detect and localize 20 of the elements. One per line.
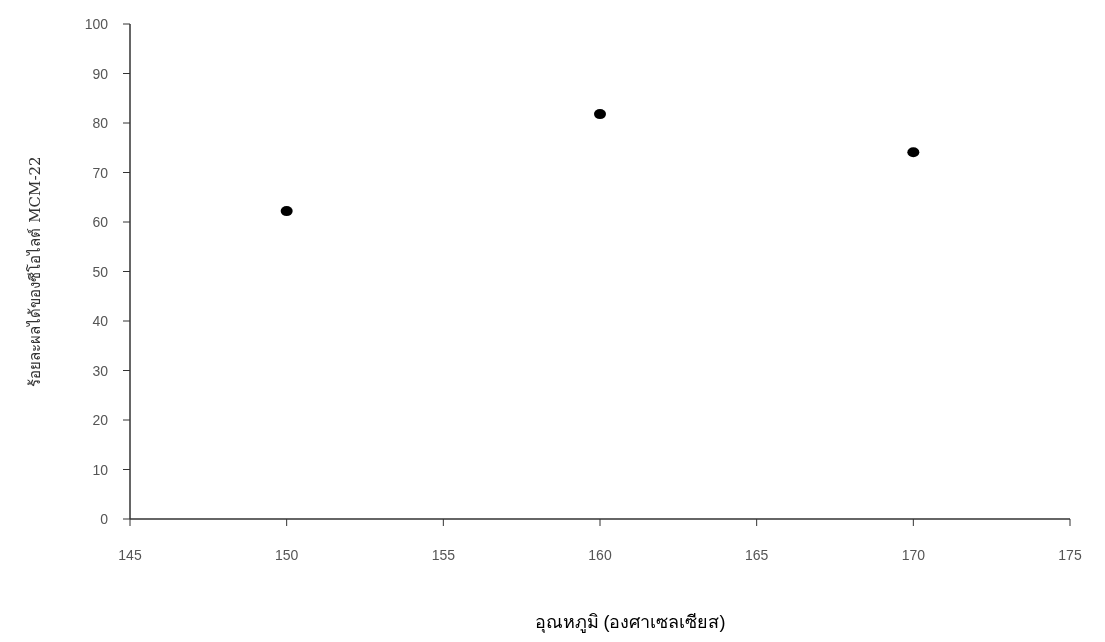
x-tick-label: 160 (588, 547, 612, 563)
x-tick-label: 175 (1058, 547, 1082, 563)
x-tick-label: 165 (744, 547, 769, 563)
y-tick-label: 40 (92, 313, 109, 329)
y-tick-label: 10 (92, 461, 109, 478)
y-axis-title: ร้อยละผลได้ของซีโอไลต์ MCM-22 (26, 156, 44, 387)
y-tick-label: 60 (92, 214, 109, 230)
y-tick-label: 70 (92, 164, 109, 181)
y-tick-label: 20 (92, 412, 109, 428)
y-tick-label: 50 (92, 263, 109, 280)
x-tick-label: 155 (431, 547, 456, 563)
y-tick-label: 100 (84, 16, 109, 32)
x-tick-label: 150 (274, 547, 299, 563)
y-tick-label: 0 (100, 511, 109, 527)
x-axis-title: อุณหภูมิ (องศาเซลเซียส) (534, 612, 726, 633)
y-tick-label: 80 (92, 115, 109, 131)
y-tick-label: 90 (92, 65, 109, 82)
x-tick-label: 145 (118, 547, 142, 563)
y-tick-label: 30 (92, 362, 109, 379)
x-tick-label: 170 (901, 547, 926, 563)
